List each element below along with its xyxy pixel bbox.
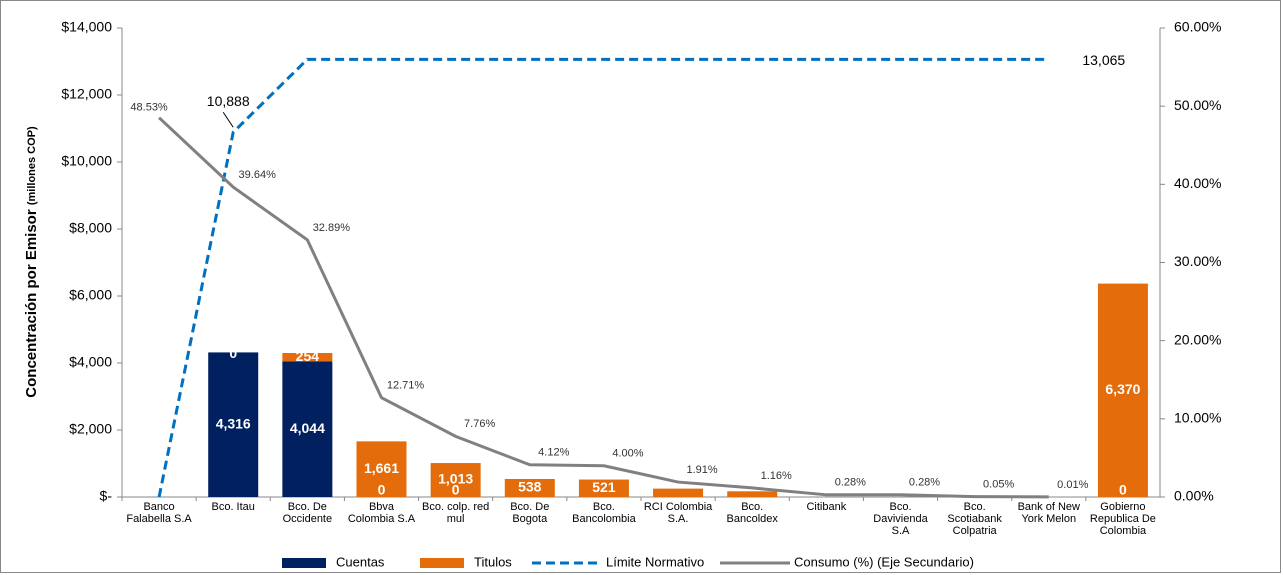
line-value-label: 13,065: [1082, 52, 1125, 68]
x-tick-label: Bco. Itau: [211, 501, 255, 513]
bar-value-label: 4,316: [216, 415, 251, 431]
line-value-label: 1.16%: [761, 470, 792, 482]
bar: [1097, 283, 1148, 497]
bar-value-label: 4,044: [290, 420, 325, 436]
y-tick-label: $10,000: [61, 153, 112, 169]
y-tick-label: $14,000: [61, 19, 112, 35]
bar-value-label: 0: [1119, 482, 1127, 498]
y2-tick-label: 50.00%: [1174, 97, 1221, 113]
x-tick-label: RCI Colombia S.A.: [643, 501, 713, 525]
line-value-label: 4.12%: [538, 447, 569, 459]
x-tick-label: Gobierno Republica De Colombia: [1089, 501, 1156, 537]
bar-value-label: 0: [452, 482, 460, 498]
bar-value-label: 254: [296, 348, 320, 364]
y-axis-label: Concentración por Emisor (millones COP): [23, 126, 40, 398]
y2-tick-label: 20.00%: [1174, 331, 1221, 347]
bar: [504, 478, 555, 497]
x-tick-label: Bank of New York Melon: [1017, 501, 1080, 525]
x-tick-label: Bco. Bancolombia: [572, 501, 636, 525]
bar: [653, 488, 704, 497]
bar: [578, 479, 629, 497]
bar: [727, 491, 778, 497]
y-label-unit: (millones COP): [26, 126, 38, 205]
line-value-label: 4.00%: [612, 448, 643, 460]
legend-label: Cuentas: [336, 554, 385, 569]
x-tick-label: Bco. colp. red mul: [422, 501, 490, 525]
legend-label: Consumo (%) (Eje Secundario): [794, 554, 974, 569]
bar-value-label: 521: [592, 479, 616, 495]
bar-value-label: 6,370: [1105, 381, 1140, 397]
x-tick-label: Bco. Bancoldex: [726, 501, 778, 525]
line-value-label: 7.76%: [464, 418, 495, 430]
line-value-label: 12.71%: [387, 380, 425, 392]
legend-swatch: [420, 558, 464, 568]
x-tick-label: Bco. Scotiabank Colpatria: [947, 501, 1002, 537]
legend-label: Titulos: [474, 554, 512, 569]
legend-label: Límite Normativo: [606, 554, 704, 569]
line-value-label: 10,888: [207, 93, 250, 109]
bar-value-label: 538: [518, 479, 542, 495]
bar: [430, 463, 481, 497]
x-tick-label: Bco. Davivienda S.A: [873, 501, 928, 537]
x-tick-label: Bco. De Occidente: [282, 501, 333, 525]
line-value-label: 0.28%: [909, 477, 940, 489]
line-value-label: 39.64%: [239, 169, 277, 181]
line-value-label: 32.89%: [313, 222, 351, 234]
x-tick-label: Bco. De Bogota: [510, 501, 550, 525]
y2-tick-label: 0.00%: [1174, 488, 1214, 504]
y-tick-label: $6,000: [69, 287, 112, 303]
y-tick-label: $4,000: [69, 354, 112, 370]
y2-tick-label: 10.00%: [1174, 410, 1221, 426]
bar: [282, 361, 333, 497]
y-tick-label: $12,000: [61, 86, 112, 102]
bar: [208, 352, 259, 497]
bar-value-label: 1,013: [438, 471, 473, 487]
y2-tick-label: 30.00%: [1174, 253, 1221, 269]
x-tick-label: Banco Falabella S.A: [126, 501, 192, 525]
y2-tick-label: 40.00%: [1174, 175, 1221, 191]
y2-tick-label: 60.00%: [1174, 19, 1221, 35]
bar: [356, 441, 407, 497]
y-tick-label: $2,000: [69, 421, 112, 437]
x-tick-label: Bbva Colombia S.A: [347, 501, 416, 525]
line-value-label: 0.01%: [1057, 479, 1088, 491]
leader-line: [222, 111, 234, 128]
line-value-label: 48.53%: [130, 102, 168, 114]
line-series: [158, 116, 1049, 499]
bar-value-label: 1,661: [364, 460, 399, 476]
line-value-label: 1.91%: [686, 464, 717, 476]
bar-value-label: 0: [229, 345, 237, 361]
bar-value-label: 0: [378, 482, 386, 498]
legend-swatch: [282, 558, 326, 568]
y-tick-label: $8,000: [69, 220, 112, 236]
y-label-main: Concentración por Emisor: [23, 209, 40, 398]
bar: [282, 353, 333, 362]
y-tick-label: $-: [100, 488, 113, 504]
x-tick-label: Citibank: [806, 501, 847, 513]
line-value-label: 0.28%: [835, 477, 866, 489]
line-series: [157, 57, 1049, 498]
line-value-label: 0.05%: [983, 479, 1014, 491]
